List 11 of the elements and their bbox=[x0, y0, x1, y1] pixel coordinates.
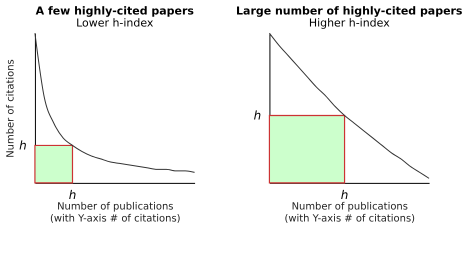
chart-title: A few highly-cited papers bbox=[36, 4, 194, 18]
x-axis-title: Number of publications (with Y-axis # of citations) bbox=[50, 201, 181, 224]
text: h bbox=[19, 138, 27, 152]
y-axis-title: Number of citations bbox=[5, 59, 16, 158]
x-axis-title: Number of publications (with Y-axis # of citations) bbox=[284, 201, 416, 224]
chart-title: Large number of highly-cited papers bbox=[236, 4, 463, 18]
text: h bbox=[254, 108, 262, 122]
chart-subtitle: Lower h-index bbox=[76, 16, 154, 30]
chart-subtitle: Higher h-index bbox=[308, 16, 390, 30]
text: h bbox=[68, 188, 76, 202]
text: h bbox=[340, 188, 348, 202]
